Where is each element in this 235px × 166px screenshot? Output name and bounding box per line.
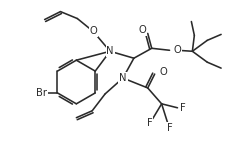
Text: O: O bbox=[173, 45, 181, 55]
Text: F: F bbox=[147, 118, 153, 128]
Text: F: F bbox=[180, 103, 185, 113]
Text: F: F bbox=[167, 123, 172, 133]
Text: N: N bbox=[106, 46, 114, 56]
Text: O: O bbox=[160, 67, 167, 77]
Text: O: O bbox=[139, 25, 147, 36]
Text: O: O bbox=[89, 26, 97, 36]
Text: N: N bbox=[119, 73, 127, 83]
Text: Br: Br bbox=[36, 88, 47, 98]
